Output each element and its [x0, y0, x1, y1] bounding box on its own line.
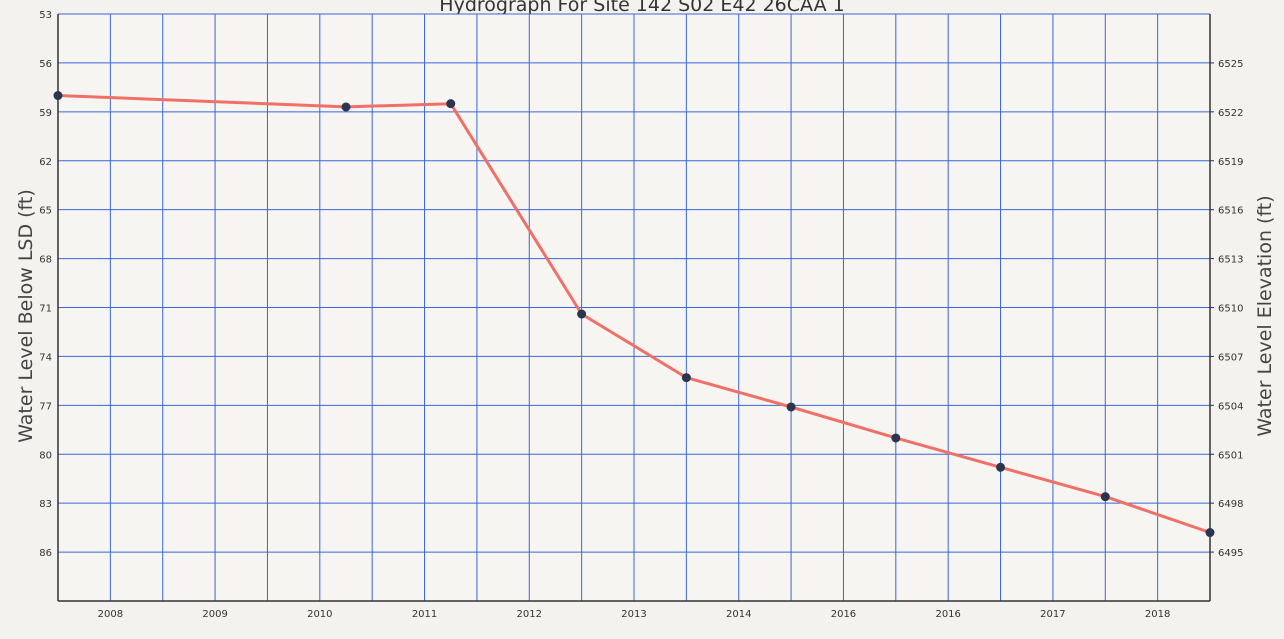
x-tick-label: 2013: [621, 609, 646, 620]
y-tick-label-right: 6525: [1218, 59, 1243, 70]
y-tick-label-left: 80: [39, 450, 52, 461]
x-tick-label: 2008: [98, 609, 123, 620]
y-tick-label-left: 74: [39, 352, 52, 363]
y-tick-label-left: 86: [39, 548, 52, 559]
x-tick-label: 2018: [1145, 609, 1170, 620]
y-tick-label-left: 68: [39, 255, 52, 266]
y-tick-label-left: 65: [39, 206, 52, 217]
water-level-line: [57, 94, 1211, 534]
y-tick-label-left: 56: [39, 59, 52, 70]
y-tick-label-right: 6504: [1218, 401, 1243, 412]
x-tick-label: 2016: [935, 609, 960, 620]
data-point: [996, 462, 1006, 472]
y-tick-label-left: 53: [39, 10, 52, 21]
y-tick-label-left: 77: [39, 401, 52, 412]
data-point: [53, 91, 63, 101]
data-point: [786, 402, 796, 412]
y-tick-label-left: 62: [39, 157, 52, 168]
x-tick-label: 2017: [1040, 609, 1065, 620]
data-point: [1100, 492, 1110, 502]
y-tick-label-right: 6498: [1218, 499, 1243, 510]
y-tick-label-right: 6513: [1218, 255, 1243, 266]
y-tick-label-right: 6516: [1218, 206, 1243, 217]
x-tick-label: 2009: [202, 609, 227, 620]
y-tick-label-left: 83: [39, 499, 52, 510]
data-point: [446, 99, 456, 109]
y-tick-label-right: 6510: [1218, 304, 1243, 315]
data-point: [577, 309, 587, 319]
x-tick-label: 2014: [726, 609, 751, 620]
y-tick-label-right: 6495: [1218, 548, 1243, 559]
x-tick-label: 2010: [307, 609, 332, 620]
data-point: [891, 433, 901, 443]
data-point: [681, 373, 691, 383]
y-tick-label-right: 6507: [1218, 352, 1243, 363]
y-tick-label-right: 6522: [1218, 108, 1243, 119]
data-point: [1205, 528, 1215, 538]
chart-title: Hydrograph For Site 142 S02 E42 26CAA 1: [439, 0, 845, 16]
y-tick-label-left: 59: [39, 108, 52, 119]
data-point: [341, 102, 351, 112]
x-tick-label: 2016: [831, 609, 856, 620]
y-tick-label-right: 6501: [1218, 450, 1243, 461]
x-tick-label: 2011: [412, 609, 437, 620]
y-tick-label-left: 71: [39, 304, 52, 315]
y-tick-label-right: 6519: [1218, 157, 1243, 168]
x-tick-label: 2012: [517, 609, 542, 620]
